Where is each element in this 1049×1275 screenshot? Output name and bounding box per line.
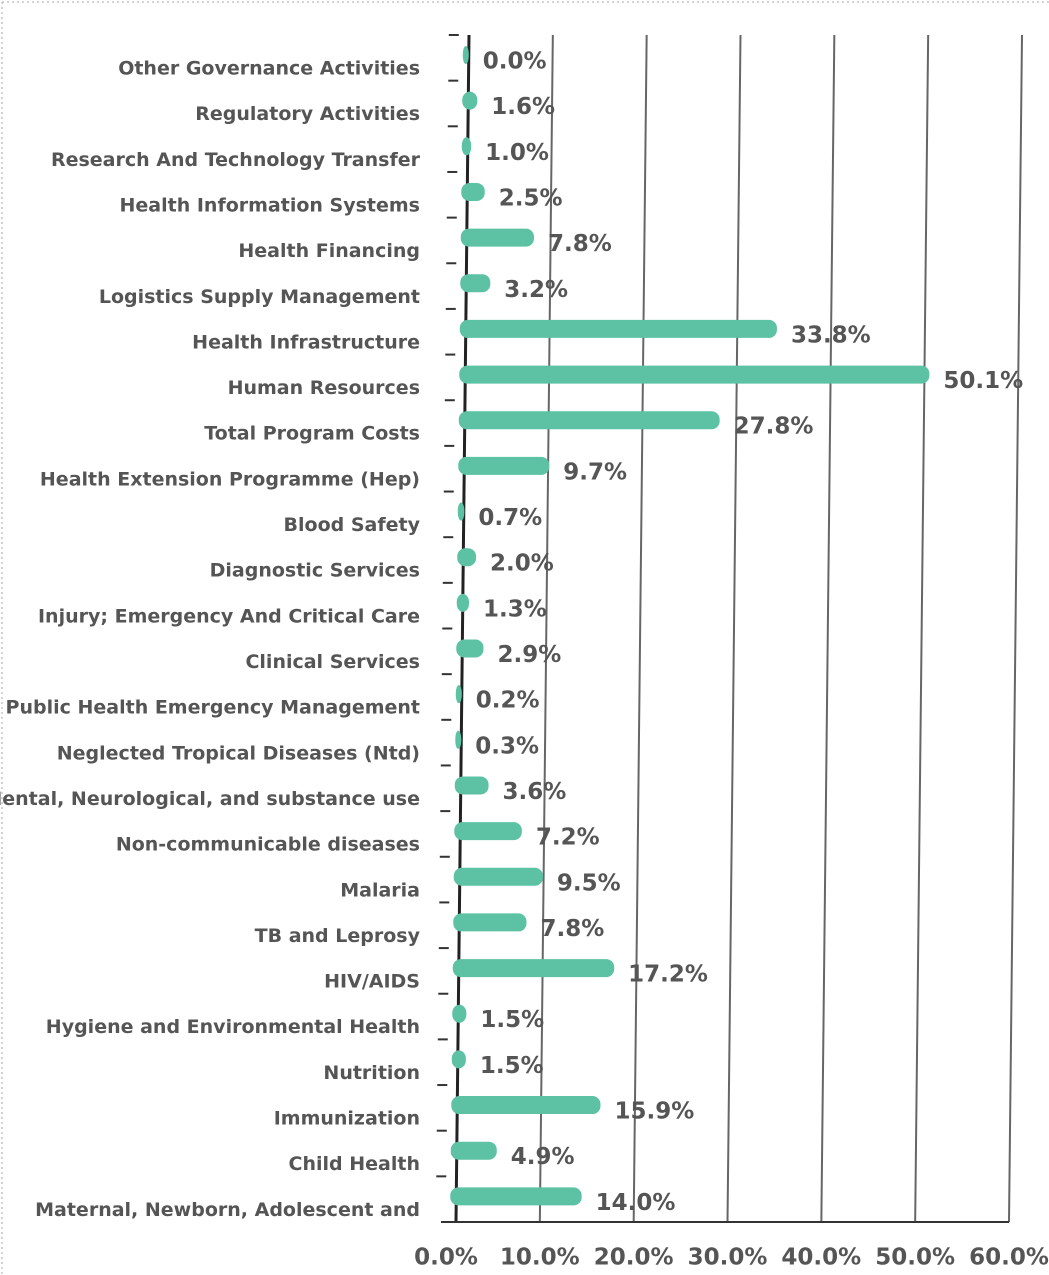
grid-line <box>914 34 930 1223</box>
bar <box>457 548 477 567</box>
value-label: 27.8% <box>734 414 814 440</box>
y-tick-label: HIV/AIDS <box>324 971 420 993</box>
bar <box>452 959 615 978</box>
value-label: 14.0% <box>596 1190 676 1216</box>
value-label: 15.9% <box>614 1099 694 1125</box>
bar <box>454 822 522 841</box>
value-label: 1.5% <box>480 1007 544 1033</box>
y-tick-label: TB and Leprosy <box>255 925 421 947</box>
x-tick-label: 40.0% <box>781 1245 861 1271</box>
bar <box>453 913 527 932</box>
y-tick-label: Diagnostic Services <box>210 560 420 582</box>
bar <box>455 685 462 704</box>
grid-line <box>538 34 554 1223</box>
y-tick-label: Mental, Neurological, and substance use <box>0 788 420 810</box>
grid-line <box>820 34 836 1223</box>
y-tick-label: Clinical Services <box>245 651 420 673</box>
value-label: 2.5% <box>499 185 563 211</box>
bar <box>459 365 930 384</box>
value-label: 0.3% <box>475 733 539 759</box>
value-label: 33.8% <box>791 322 871 348</box>
x-tick-label: 30.0% <box>688 1245 768 1271</box>
value-label: 1.3% <box>483 596 547 622</box>
y-tick-label: Neglected Tropical Diseases (Ntd) <box>57 742 420 764</box>
bar <box>461 182 485 201</box>
value-label: 9.7% <box>563 459 627 485</box>
bar <box>458 411 720 430</box>
y-tick-label: Nutrition <box>323 1062 420 1084</box>
y-tick-label: Regulatory Activities <box>195 103 420 125</box>
bar <box>456 593 469 612</box>
y-tick-label: Logistics Supply Management <box>99 286 420 308</box>
bar <box>453 867 543 886</box>
bar <box>451 1050 466 1069</box>
y-tick-label: Health Extension Programme (Hep) <box>40 468 420 490</box>
y-tick-label: Other Governance Activities <box>118 58 420 80</box>
y-tick-label: Immunization <box>274 1108 420 1130</box>
grid-line <box>632 34 648 1223</box>
x-tick-label: 60.0% <box>969 1245 1049 1271</box>
value-label: 2.0% <box>490 551 554 577</box>
value-label: 50.1% <box>943 368 1023 394</box>
x-tick-label: 20.0% <box>594 1245 674 1271</box>
bar <box>459 319 777 338</box>
value-label: 0.0% <box>483 49 547 75</box>
bar <box>460 274 491 293</box>
bar <box>454 776 489 795</box>
value-label: 4.9% <box>511 1144 575 1170</box>
value-label: 1.5% <box>480 1053 544 1079</box>
y-tick-label: Maternal, Newborn, Adolescent and <box>35 1199 420 1221</box>
value-label: 3.6% <box>503 779 567 805</box>
y-tick-label: Malaria <box>340 879 420 901</box>
y-tick-label: Total Program Costs <box>204 423 420 445</box>
y-tick-label: Research And Technology Transfer <box>51 149 421 171</box>
bar <box>452 1004 467 1023</box>
value-label: 7.8% <box>548 231 612 257</box>
bar <box>455 730 462 749</box>
bar <box>451 1096 601 1115</box>
y-tick-label: Human Resources <box>228 377 420 399</box>
bar <box>450 1187 582 1206</box>
x-tick-label: 10.0% <box>500 1245 580 1271</box>
bar <box>462 46 469 64</box>
bar <box>457 502 465 521</box>
value-label: 2.9% <box>497 642 561 668</box>
bar <box>458 456 550 475</box>
value-label: 17.2% <box>628 962 708 988</box>
grid-line <box>1008 34 1023 1223</box>
bar <box>461 137 472 156</box>
x-tick-label: 0.0% <box>414 1245 478 1271</box>
value-label: 1.6% <box>491 94 555 120</box>
value-label: 0.2% <box>476 688 540 714</box>
value-label: 9.5% <box>557 870 621 896</box>
value-label: 0.7% <box>478 505 542 531</box>
value-label: 1.0% <box>485 140 549 166</box>
bar <box>462 91 478 110</box>
value-label: 7.2% <box>536 825 600 851</box>
value-label: 3.2% <box>504 277 568 303</box>
bar <box>460 228 534 247</box>
y-tick-label: Health Information Systems <box>120 194 421 216</box>
y-tick-label: Blood Safety <box>284 514 421 536</box>
y-tick-label: Injury; Emergency And Critical Care <box>38 605 420 627</box>
y-tick-label: Public Health Emergency Management <box>6 697 420 719</box>
y-axis <box>454 34 471 1223</box>
y-tick-label: Health Infrastructure <box>192 331 420 353</box>
y-tick-label: Child Health <box>289 1153 420 1175</box>
value-label: 7.8% <box>540 916 604 942</box>
y-tick-label: Health Financing <box>238 240 420 262</box>
x-tick-label: 50.0% <box>875 1245 955 1271</box>
bar <box>456 639 484 658</box>
y-tick-label: Hygiene and Environmental Health <box>46 1016 420 1038</box>
y-tick-label: Non-communicable diseases <box>116 834 420 856</box>
grid-line <box>726 34 742 1223</box>
bar <box>450 1141 497 1160</box>
